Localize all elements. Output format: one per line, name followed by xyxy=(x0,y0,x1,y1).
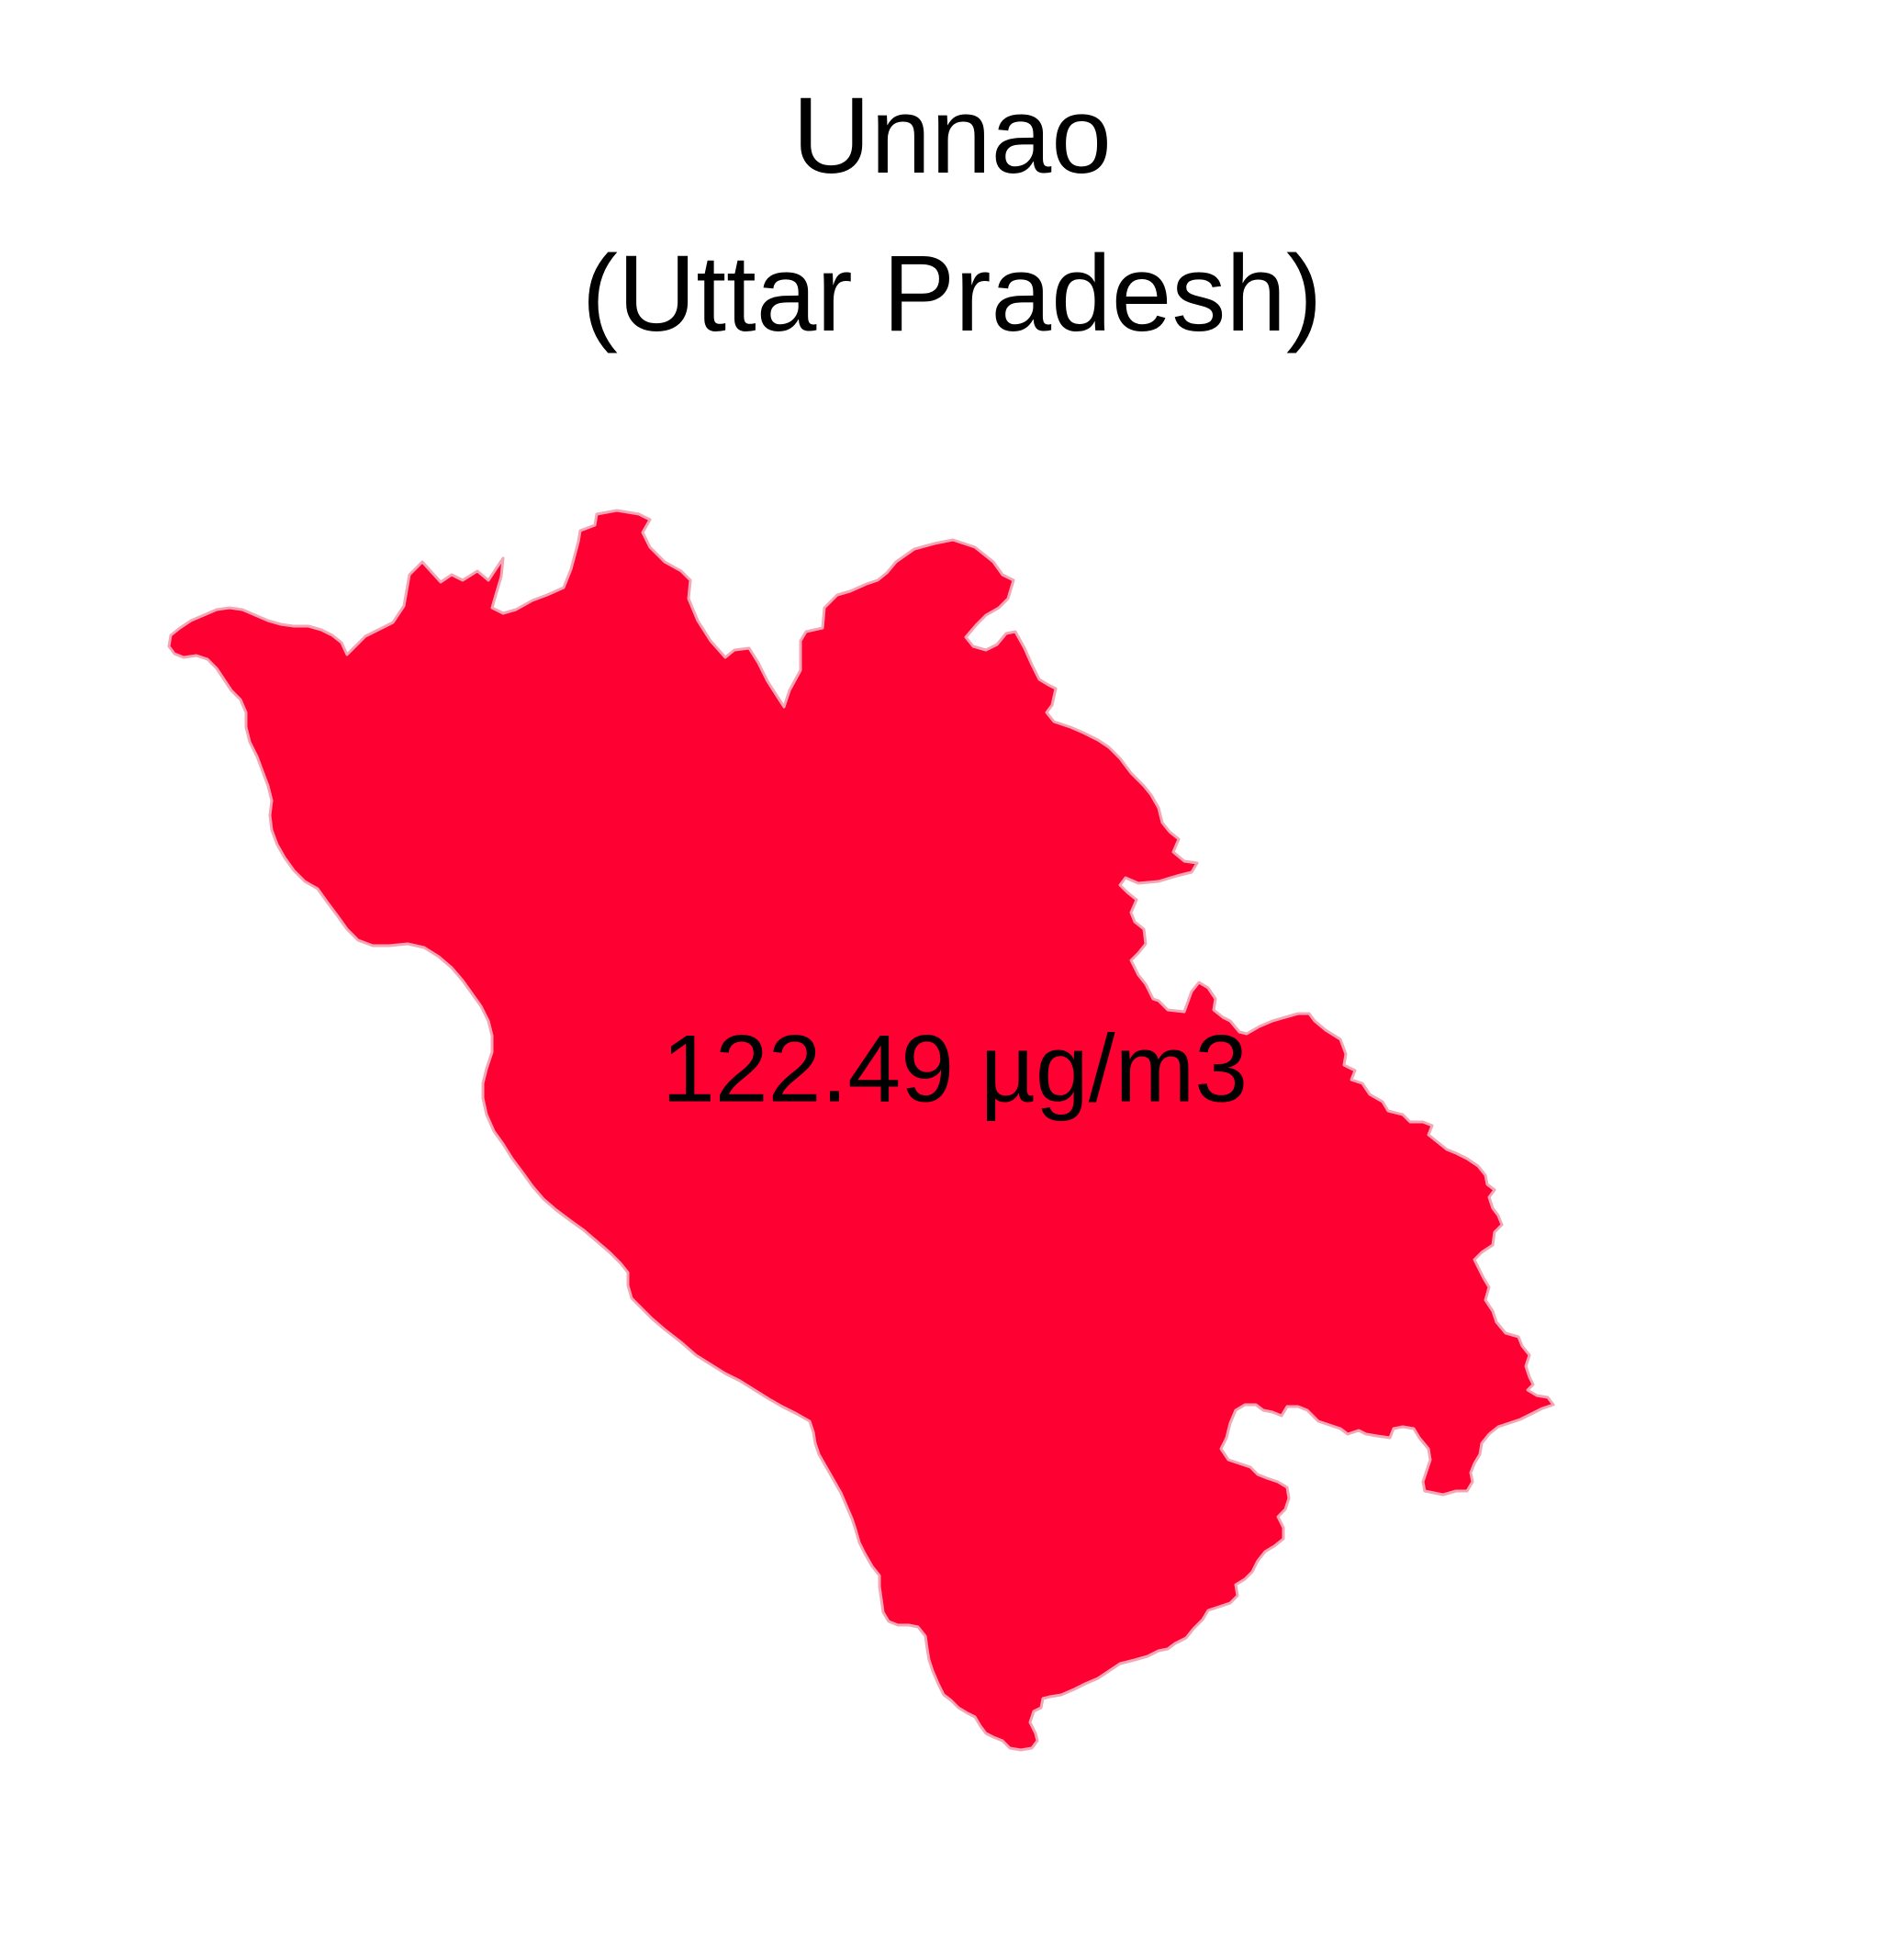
district-shape xyxy=(167,509,1555,1752)
state-name: (Uttar Pradesh) xyxy=(581,233,1323,354)
pm25-value-label: 122.49 µg/m3 xyxy=(662,1015,1248,1122)
map-title: Unnao (Uttar Pradesh) xyxy=(0,57,1904,373)
district-name: Unnao xyxy=(792,75,1112,196)
